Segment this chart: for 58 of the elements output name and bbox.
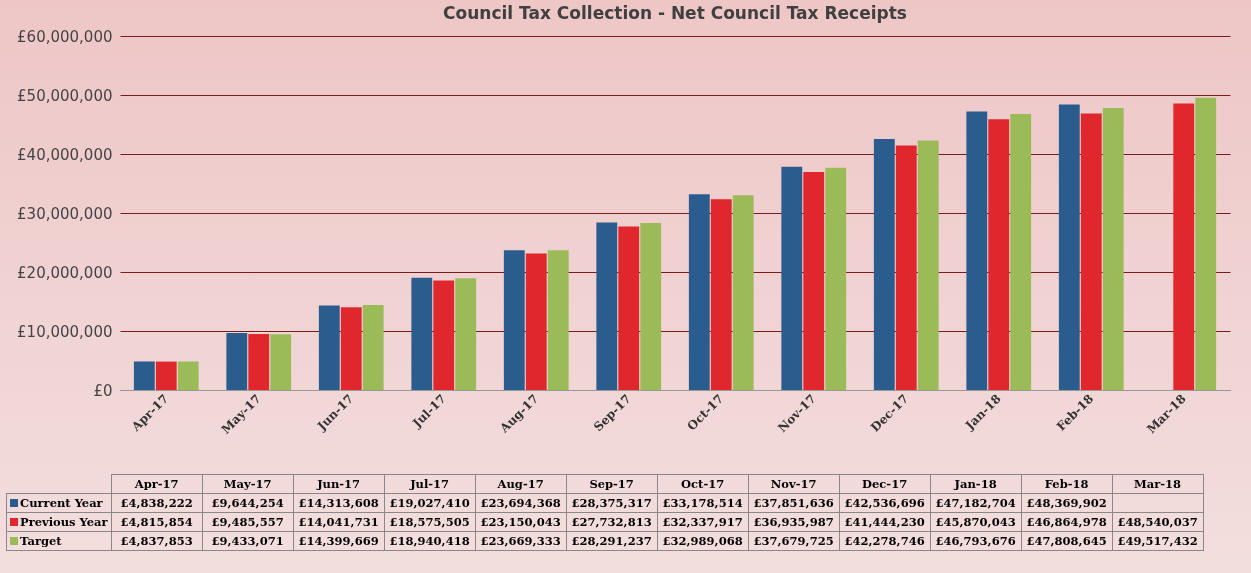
data-label: £41,444,230 <box>839 512 931 532</box>
data-label: £28,375,317 <box>566 493 658 513</box>
y-tick-label: £50,000,000 <box>17 86 113 105</box>
data-label: £42,278,746 <box>839 531 931 551</box>
category-label: Jan-18 <box>954 477 997 491</box>
data-label: £9,485,557 <box>202 512 294 532</box>
category-label: Feb-18 <box>1044 477 1089 491</box>
data-label: £46,864,978 <box>1021 512 1113 532</box>
data-label: £14,399,669 <box>293 531 385 551</box>
data-label: £37,851,636 <box>748 493 840 513</box>
legend-label: Current Year <box>6 493 112 513</box>
data-label: £23,694,368 <box>475 493 567 513</box>
data-label: £47,808,645 <box>1021 531 1113 551</box>
y-tick-label: £30,000,000 <box>17 204 113 223</box>
data-label: £14,041,731 <box>293 512 385 532</box>
category-label: May-17 <box>223 477 272 491</box>
data-label: £9,433,071 <box>202 531 294 551</box>
data-label: £28,291,237 <box>566 531 658 551</box>
data-label: £32,989,068 <box>657 531 749 551</box>
data-label: £37,679,725 <box>748 531 840 551</box>
data-label: £45,870,043 <box>930 512 1022 532</box>
data-label: £4,815,854 <box>111 512 203 532</box>
category-label: Apr-17 <box>134 477 179 491</box>
chart-title: Council Tax Collection - Net Council Tax Receipts <box>443 3 907 23</box>
category-label: Jun-17 <box>317 477 361 491</box>
data-label: £42,536,696 <box>839 493 931 513</box>
data-label: £27,732,813 <box>566 512 658 532</box>
data-label: £4,837,853 <box>111 531 203 551</box>
data-label: £9,644,254 <box>202 493 294 513</box>
category-label: Sep-17 <box>589 477 634 491</box>
data-label: £46,793,676 <box>930 531 1022 551</box>
y-tick-label: £0 <box>93 381 113 400</box>
data-label: £49,517,432 <box>1112 531 1204 551</box>
data-label: £32,337,917 <box>657 512 749 532</box>
y-tick-label: £60,000,000 <box>17 27 113 46</box>
legend-label: Target <box>6 531 112 551</box>
data-label: £36,935,987 <box>748 512 840 532</box>
legend-label: Previous Year <box>6 512 112 532</box>
data-label: £47,182,704 <box>930 493 1022 513</box>
data-label: £23,150,043 <box>475 512 567 532</box>
category-label: Jul-17 <box>410 477 450 491</box>
data-label: £14,313,608 <box>293 493 385 513</box>
data-label: £48,540,037 <box>1112 512 1204 532</box>
data-label: £19,027,410 <box>384 493 476 513</box>
y-tick-label: £40,000,000 <box>17 145 113 164</box>
data-label: £23,669,333 <box>475 531 567 551</box>
data-label: £4,838,222 <box>111 493 203 513</box>
y-tick-label: £20,000,000 <box>17 263 113 282</box>
data-label: £48,369,902 <box>1021 493 1113 513</box>
category-label: Nov-17 <box>770 477 817 491</box>
category-label: Aug-17 <box>497 477 544 491</box>
category-label: Mar-18 <box>1134 477 1182 491</box>
y-tick-label: £10,000,000 <box>17 322 113 341</box>
data-label: £18,940,418 <box>384 531 476 551</box>
category-label: Dec-17 <box>862 477 908 491</box>
data-label: £18,575,505 <box>384 512 476 532</box>
data-label: £33,178,514 <box>657 493 749 513</box>
category-label: Oct-17 <box>681 477 725 491</box>
